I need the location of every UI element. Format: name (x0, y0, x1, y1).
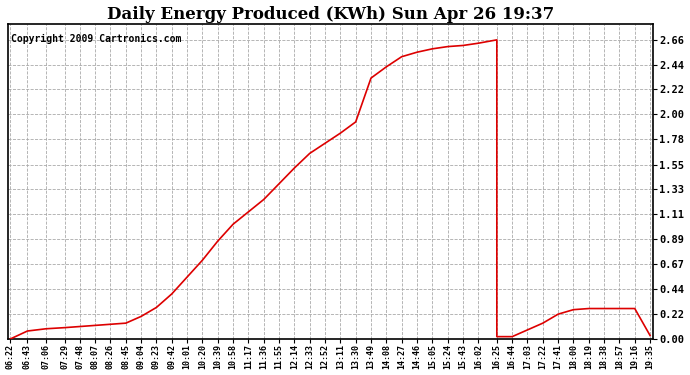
Text: Copyright 2009 Cartronics.com: Copyright 2009 Cartronics.com (11, 33, 181, 44)
Title: Daily Energy Produced (KWh) Sun Apr 26 19:37: Daily Energy Produced (KWh) Sun Apr 26 1… (107, 6, 554, 22)
